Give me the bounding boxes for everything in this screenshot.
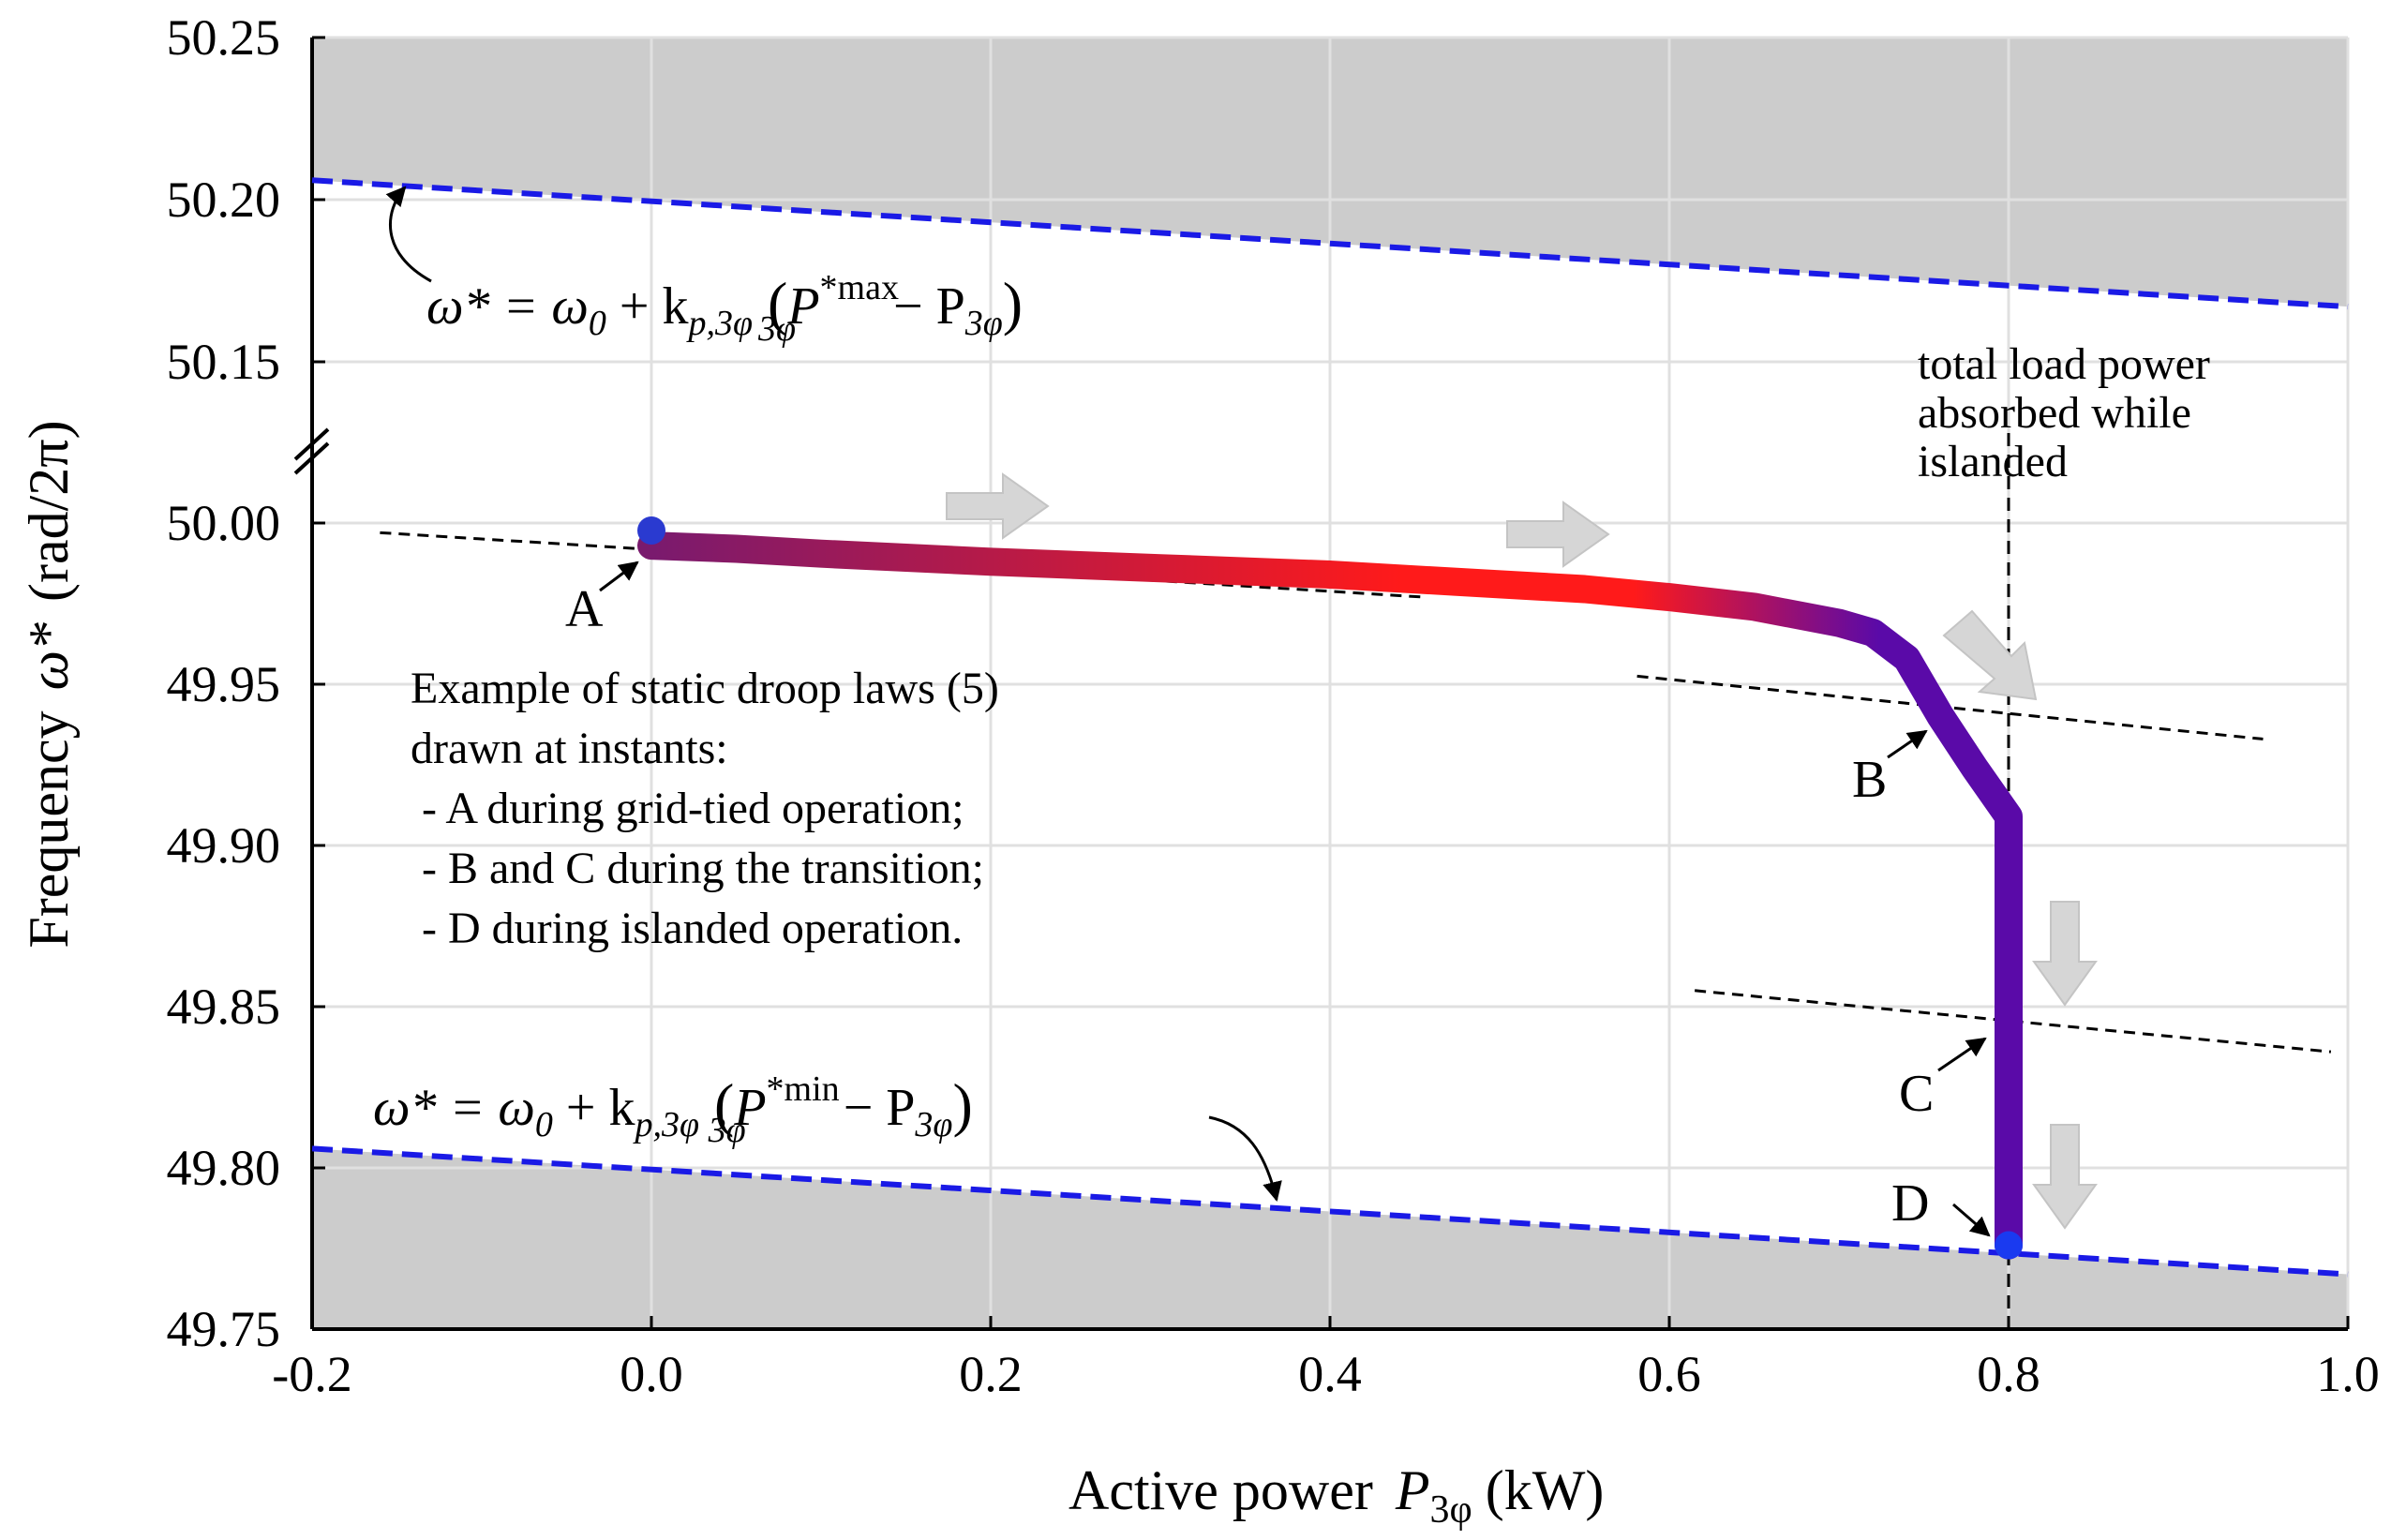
- x-tick-label-6: 1.0: [2316, 1346, 2380, 1402]
- x-tick-label-4: 0.6: [1637, 1346, 1701, 1402]
- y-tick-label-1: 50.20: [167, 172, 281, 228]
- annotation-line-1: Example of static droop laws (5): [411, 664, 999, 713]
- x-tick-label-2: 0.2: [959, 1346, 1023, 1402]
- point-c-label: C: [1899, 1065, 1934, 1123]
- y-tick-label-3: 50.00: [167, 495, 281, 551]
- flow-arrow-4: [2032, 901, 2098, 1007]
- min-law-pointer: [1208, 1115, 1282, 1203]
- y-tick-label-8: 49.75: [167, 1301, 281, 1357]
- load-label-line-1: total load power: [1918, 339, 2210, 389]
- load-label-line-2: absorbed while: [1918, 388, 2191, 438]
- point-labels: A B C D: [565, 561, 1991, 1237]
- x-tick-label-3: 0.4: [1298, 1346, 1362, 1402]
- axis-break-mark: [293, 427, 330, 475]
- x-ticks: -0.2 0.0 0.2 0.4 0.6 0.8 1.0: [272, 1316, 2380, 1402]
- flow-arrow-3: [1942, 609, 2038, 701]
- annotation-line-3: - A during grid-tied operation;: [411, 784, 964, 833]
- point-d-marker: [1995, 1231, 2023, 1260]
- flow-arrows: [946, 472, 2098, 1230]
- x-tick-label-0: -0.2: [272, 1346, 351, 1402]
- y-ticks: 50.25 50.20 50.15 50.00 49.95 49.90 49.85 49.80…: [167, 9, 325, 1357]
- y-tick-label-4: 49.95: [167, 656, 281, 712]
- load-power-label: total load power absorbed while islanded: [1918, 339, 2210, 486]
- min-law-equation: ω* = ω0 + kp,3φ (P*min 3φ − P3φ): [373, 1069, 973, 1150]
- x-tick-label-1: 0.0: [620, 1346, 683, 1402]
- dashed-line-droop-law-B: [1636, 674, 2264, 740]
- point-a-marker: [637, 516, 665, 545]
- y-tick-label-6: 49.85: [167, 979, 281, 1035]
- axes: -0.2 0.0 0.2 0.4 0.6 0.8 1.0 50.2550.2050.1550…: [167, 9, 2380, 1402]
- flow-arrow-1: [946, 472, 1050, 540]
- flow-arrow-5: [2032, 1124, 2098, 1230]
- load-label-line-3: islanded: [1918, 437, 2068, 486]
- annotation-line-4: - B and C during the transition;: [411, 844, 984, 893]
- point-b-label: B: [1852, 751, 1887, 809]
- x-tick-label-5: 0.8: [1977, 1346, 2040, 1402]
- dashed-line-max-droop-law: [311, 177, 2349, 310]
- y-axis-label: Frequencyω*(rad/2π): [18, 420, 80, 948]
- dashed-line-droop-law-A: [380, 531, 1426, 599]
- annotation-line-5: - D during islanded operation.: [411, 904, 963, 953]
- y-tick-label-5: 49.90: [167, 817, 281, 874]
- trajectory-line: [637, 531, 2023, 1260]
- annotation-block: Example of static droop laws (5) drawn a…: [411, 664, 999, 953]
- max-law-pointer: [385, 186, 432, 283]
- y-tick-label-7: 49.80: [167, 1140, 281, 1196]
- point-d-label: D: [1891, 1174, 1929, 1233]
- point-a-label: A: [565, 580, 604, 638]
- flow-arrow-2: [1506, 501, 1610, 568]
- y-tick-label-0: 50.25: [167, 9, 281, 66]
- y-tick-label-2: 50.15: [167, 334, 281, 390]
- annotation-line-2: drawn at instants:: [411, 724, 728, 773]
- max-law-equation: ω* = ω0 + kp,3φ (P*max 3φ − P3φ): [426, 268, 1023, 349]
- x-axis-label: Active power P3φ (kW): [1068, 1459, 1604, 1532]
